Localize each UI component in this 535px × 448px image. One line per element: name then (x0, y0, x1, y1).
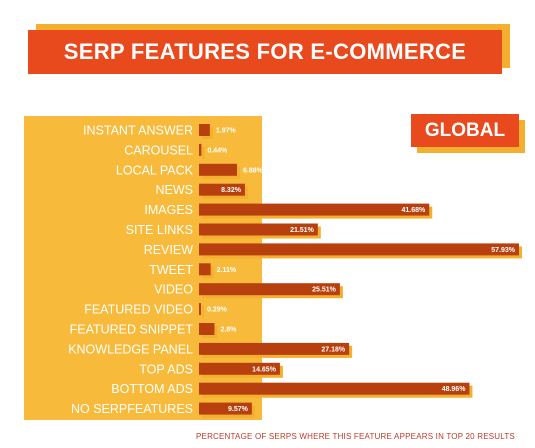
category-label: SITE LINKS (126, 223, 193, 237)
bar (199, 382, 470, 395)
bar (199, 362, 280, 375)
data-label: 0.44% (207, 147, 228, 154)
data-label: 25.51% (312, 287, 337, 294)
category-label: NEWS (156, 183, 194, 197)
bar (199, 342, 350, 355)
x-axis-label: PERCENTAGE OF SERPS WHERE THIS FEATURE A… (196, 432, 515, 441)
bar-shadow (202, 306, 204, 319)
bar (199, 183, 245, 196)
category-label: KNOWLEDGE PANEL (68, 342, 193, 356)
category-label: CAROUSEL (124, 143, 193, 157)
bar (199, 124, 210, 136)
global-badge: GLOBAL (411, 114, 519, 147)
bar (199, 223, 318, 236)
data-label: 41.68% (401, 207, 426, 214)
data-label: 9.57% (228, 406, 249, 413)
data-label: 21.51% (290, 227, 315, 234)
category-label: BOTTOM ADS (111, 382, 193, 396)
data-label: 6.88% (243, 167, 264, 174)
category-label: FEATURED VIDEO (84, 303, 193, 317)
category-label: INSTANT ANSWER (83, 124, 193, 138)
category-label: LOCAL PACK (116, 163, 194, 177)
bar (199, 243, 519, 256)
data-label: 2.8% (220, 327, 237, 334)
bar (199, 163, 238, 176)
category-label: FEATURED SNIPPET (70, 323, 194, 337)
bar (199, 323, 215, 335)
bar (199, 402, 252, 415)
bar-shadow (202, 146, 205, 159)
data-label: 8.32% (221, 187, 242, 194)
data-label: 57.93% (491, 247, 516, 254)
data-label: 14.65% (252, 366, 277, 373)
bar (199, 143, 202, 156)
bar (199, 203, 430, 216)
bar (199, 263, 211, 276)
bar (199, 303, 201, 316)
category-label: IMAGES (144, 203, 193, 217)
bar (199, 283, 340, 296)
chart-title: SERP FEATURES FOR E-COMMERCE (28, 30, 502, 74)
category-label: VIDEO (154, 283, 193, 297)
category-label: REVIEW (144, 243, 194, 257)
category-label: NO SERPFEATURES (71, 402, 193, 416)
data-label: 1.97% (216, 128, 237, 135)
data-label: 48.96% (442, 386, 467, 393)
data-label: 0.29% (207, 307, 228, 314)
category-label: TOP ADS (139, 362, 193, 376)
data-label: 2.11% (217, 267, 237, 274)
data-label: 27.18% (321, 346, 346, 353)
category-label: TWEET (149, 263, 193, 277)
